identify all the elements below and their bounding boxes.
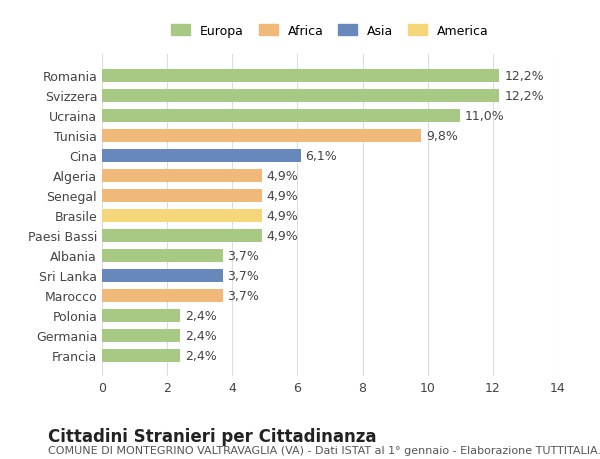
Bar bbox=[102, 169, 262, 182]
Text: 4,9%: 4,9% bbox=[266, 209, 298, 222]
Bar bbox=[102, 110, 460, 123]
Bar bbox=[102, 349, 180, 362]
Text: Cittadini Stranieri per Cittadinanza: Cittadini Stranieri per Cittadinanza bbox=[48, 427, 377, 445]
Text: 9,8%: 9,8% bbox=[426, 129, 458, 142]
Legend: Europa, Africa, Asia, America: Europa, Africa, Asia, America bbox=[166, 20, 494, 43]
Text: 4,9%: 4,9% bbox=[266, 169, 298, 182]
Text: 3,7%: 3,7% bbox=[227, 289, 259, 302]
Text: 3,7%: 3,7% bbox=[227, 249, 259, 262]
Text: 12,2%: 12,2% bbox=[504, 90, 544, 103]
Text: 2,4%: 2,4% bbox=[185, 349, 217, 362]
Bar bbox=[102, 249, 223, 262]
Text: 6,1%: 6,1% bbox=[305, 150, 337, 162]
Bar bbox=[102, 189, 262, 202]
Bar bbox=[102, 129, 421, 142]
Text: 11,0%: 11,0% bbox=[465, 110, 505, 123]
Bar bbox=[102, 90, 499, 102]
Bar bbox=[102, 229, 262, 242]
Text: 3,7%: 3,7% bbox=[227, 269, 259, 282]
Bar bbox=[102, 329, 180, 342]
Text: 2,4%: 2,4% bbox=[185, 309, 217, 322]
Bar bbox=[102, 269, 223, 282]
Text: 2,4%: 2,4% bbox=[185, 329, 217, 342]
Bar bbox=[102, 289, 223, 302]
Text: 4,9%: 4,9% bbox=[266, 229, 298, 242]
Bar bbox=[102, 150, 301, 162]
Text: COMUNE DI MONTEGRINO VALTRAVAGLIA (VA) - Dati ISTAT al 1° gennaio - Elaborazione: COMUNE DI MONTEGRINO VALTRAVAGLIA (VA) -… bbox=[48, 445, 600, 455]
Text: 12,2%: 12,2% bbox=[504, 70, 544, 83]
Text: 4,9%: 4,9% bbox=[266, 189, 298, 202]
Bar bbox=[102, 309, 180, 322]
Bar bbox=[102, 70, 499, 83]
Bar bbox=[102, 209, 262, 222]
